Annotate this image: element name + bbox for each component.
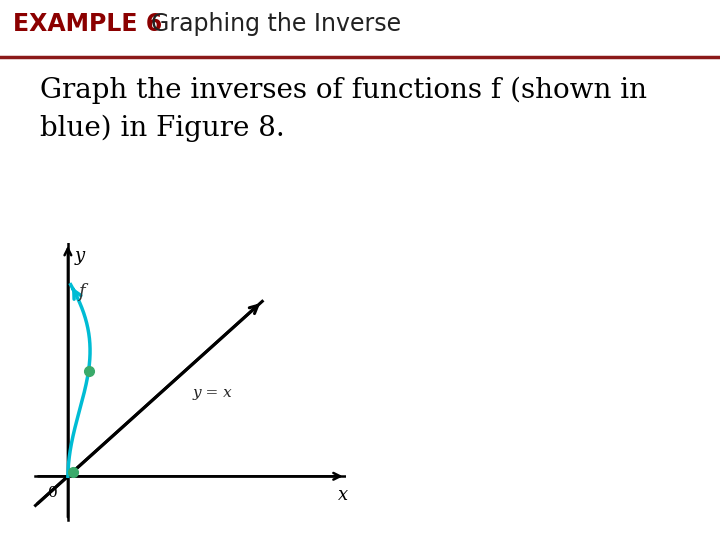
Text: x: x	[338, 487, 348, 504]
Text: EXAMPLE 6: EXAMPLE 6	[13, 12, 162, 36]
Text: y = x: y = x	[193, 386, 233, 400]
Text: Graph the inverses of functions f (shown in
blue) in Figure 8.: Graph the inverses of functions f (shown…	[40, 77, 647, 142]
Text: Graphing the Inverse: Graphing the Inverse	[151, 12, 401, 36]
Text: f: f	[78, 283, 85, 301]
Text: 0: 0	[48, 487, 58, 500]
Text: y: y	[74, 247, 84, 265]
